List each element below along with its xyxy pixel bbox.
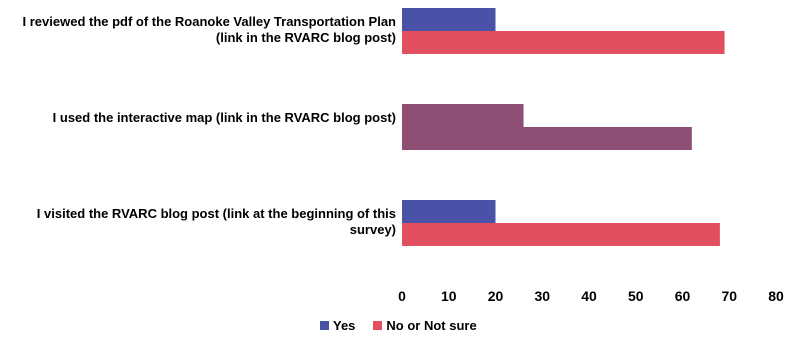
legend-swatch-yes bbox=[320, 321, 329, 330]
legend-item-yes: Yes bbox=[320, 318, 355, 333]
bar-yes-2 bbox=[402, 200, 496, 223]
category-label-1: I used the interactive map (link in the … bbox=[52, 110, 396, 125]
legend-item-no-or-not-sure: No or Not sure bbox=[373, 318, 477, 333]
bar-no-or-not-sure-2 bbox=[402, 223, 720, 246]
category-label-2: I visited the RVARC blog post (link at t… bbox=[36, 206, 396, 237]
category-label-0: I reviewed the pdf of the Roanoke Valley… bbox=[22, 14, 396, 45]
x-tick-label-5: 50 bbox=[628, 288, 644, 304]
x-tick-label-1: 10 bbox=[441, 288, 457, 304]
legend-label-no-or-not-sure: No or Not sure bbox=[386, 318, 477, 333]
legend-swatch-no-or-not-sure bbox=[373, 321, 383, 330]
x-tick-label-0: 0 bbox=[398, 288, 406, 304]
x-tick-label-7: 70 bbox=[721, 288, 737, 304]
legend-label-yes: Yes bbox=[333, 318, 356, 333]
legend: Yes No or Not sure bbox=[320, 318, 477, 333]
x-tick-label-4: 40 bbox=[581, 288, 597, 304]
x-tick-label-8: 80 bbox=[768, 288, 784, 304]
x-tick-label-6: 60 bbox=[675, 288, 691, 304]
x-tick-label-3: 30 bbox=[534, 288, 550, 304]
x-tick-label-2: 20 bbox=[488, 288, 504, 304]
bar-no-or-not-sure-1 bbox=[402, 127, 692, 150]
bar-yes-1 bbox=[402, 104, 524, 127]
bar-no-or-not-sure-0 bbox=[402, 31, 725, 54]
bar-yes-0 bbox=[402, 8, 496, 31]
